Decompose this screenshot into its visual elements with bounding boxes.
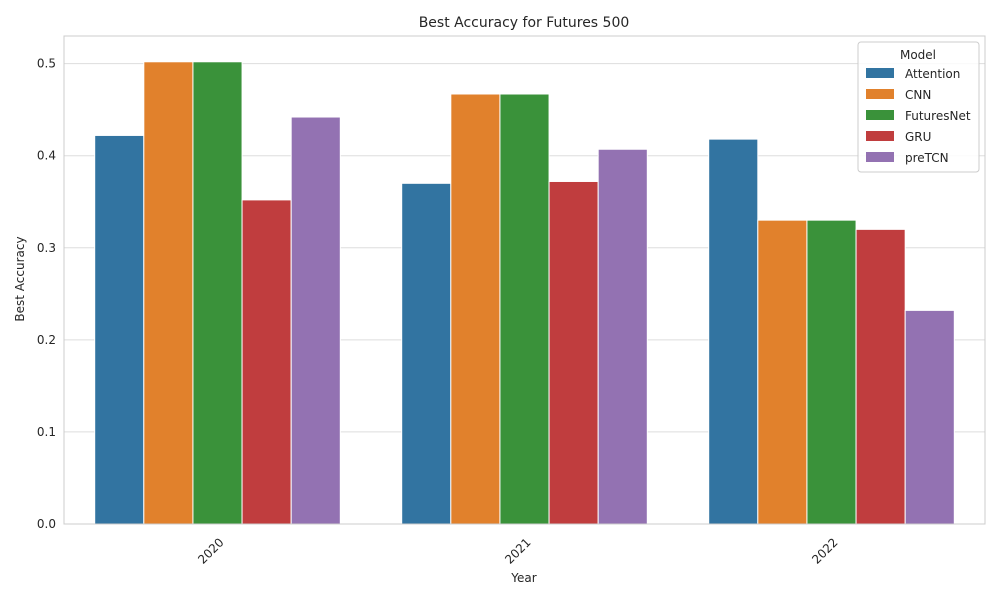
legend-items: Attention CNN FuturesNet GRU preTCN xyxy=(866,67,971,165)
x-tick-label: 2021 xyxy=(502,535,533,566)
bar-gru-2021 xyxy=(548,180,599,525)
legend-title: Model xyxy=(900,48,936,62)
bar-attention-2022 xyxy=(708,138,759,525)
bars xyxy=(94,61,955,525)
legend-swatch-attention xyxy=(866,68,894,78)
x-axis-label: Year xyxy=(510,571,536,585)
bar-pretcn-2022 xyxy=(904,309,955,525)
bar-attention-2020 xyxy=(94,134,145,525)
y-tick-label: 0.2 xyxy=(37,333,56,347)
legend-label-attention: Attention xyxy=(905,67,960,81)
legend-swatch-futuresnet xyxy=(866,110,894,120)
y-tick-label: 0.5 xyxy=(37,57,56,71)
bar-pretcn-2021 xyxy=(597,148,648,525)
bar-cnn-2022 xyxy=(757,219,808,525)
legend-swatch-cnn xyxy=(866,89,894,99)
bar-futuresnet-2020 xyxy=(192,61,243,525)
legend-swatch-gru xyxy=(866,131,894,141)
bar-pretcn-2020 xyxy=(290,116,341,525)
bar-gru-2020 xyxy=(241,199,292,525)
x-tick-label: 2020 xyxy=(195,535,226,566)
y-tick-label: 0.3 xyxy=(37,241,56,255)
bar-futuresnet-2021 xyxy=(499,93,550,525)
y-ticks: 0.0 0.1 0.2 0.3 0.4 0.5 xyxy=(37,57,56,531)
x-ticks: 2020 2021 2022 xyxy=(195,535,840,566)
plot-frame xyxy=(63,35,986,525)
y-tick-label: 0.1 xyxy=(37,425,56,439)
legend-swatch-pretcn xyxy=(866,152,894,162)
x-tick-label: 2022 xyxy=(809,535,840,566)
legend: Model Attention CNN FuturesNet GRU preTCN xyxy=(857,41,980,173)
y-tick-label: 0.0 xyxy=(37,517,56,531)
legend-label-pretcn: preTCN xyxy=(905,151,949,165)
bar-cnn-2020 xyxy=(143,61,194,525)
legend-label-cnn: CNN xyxy=(905,88,931,102)
chart-title: Best Accuracy for Futures 500 xyxy=(419,15,630,31)
y-axis-label: Best Accuracy xyxy=(13,236,27,321)
y-tick-label: 0.4 xyxy=(37,149,56,163)
bar-attention-2021 xyxy=(401,182,452,525)
bar-futuresnet-2022 xyxy=(806,219,857,525)
legend-label-gru: GRU xyxy=(905,130,931,144)
bar-cnn-2021 xyxy=(450,93,501,525)
bar-gru-2022 xyxy=(855,228,906,525)
legend-label-futuresnet: FuturesNet xyxy=(905,109,971,123)
